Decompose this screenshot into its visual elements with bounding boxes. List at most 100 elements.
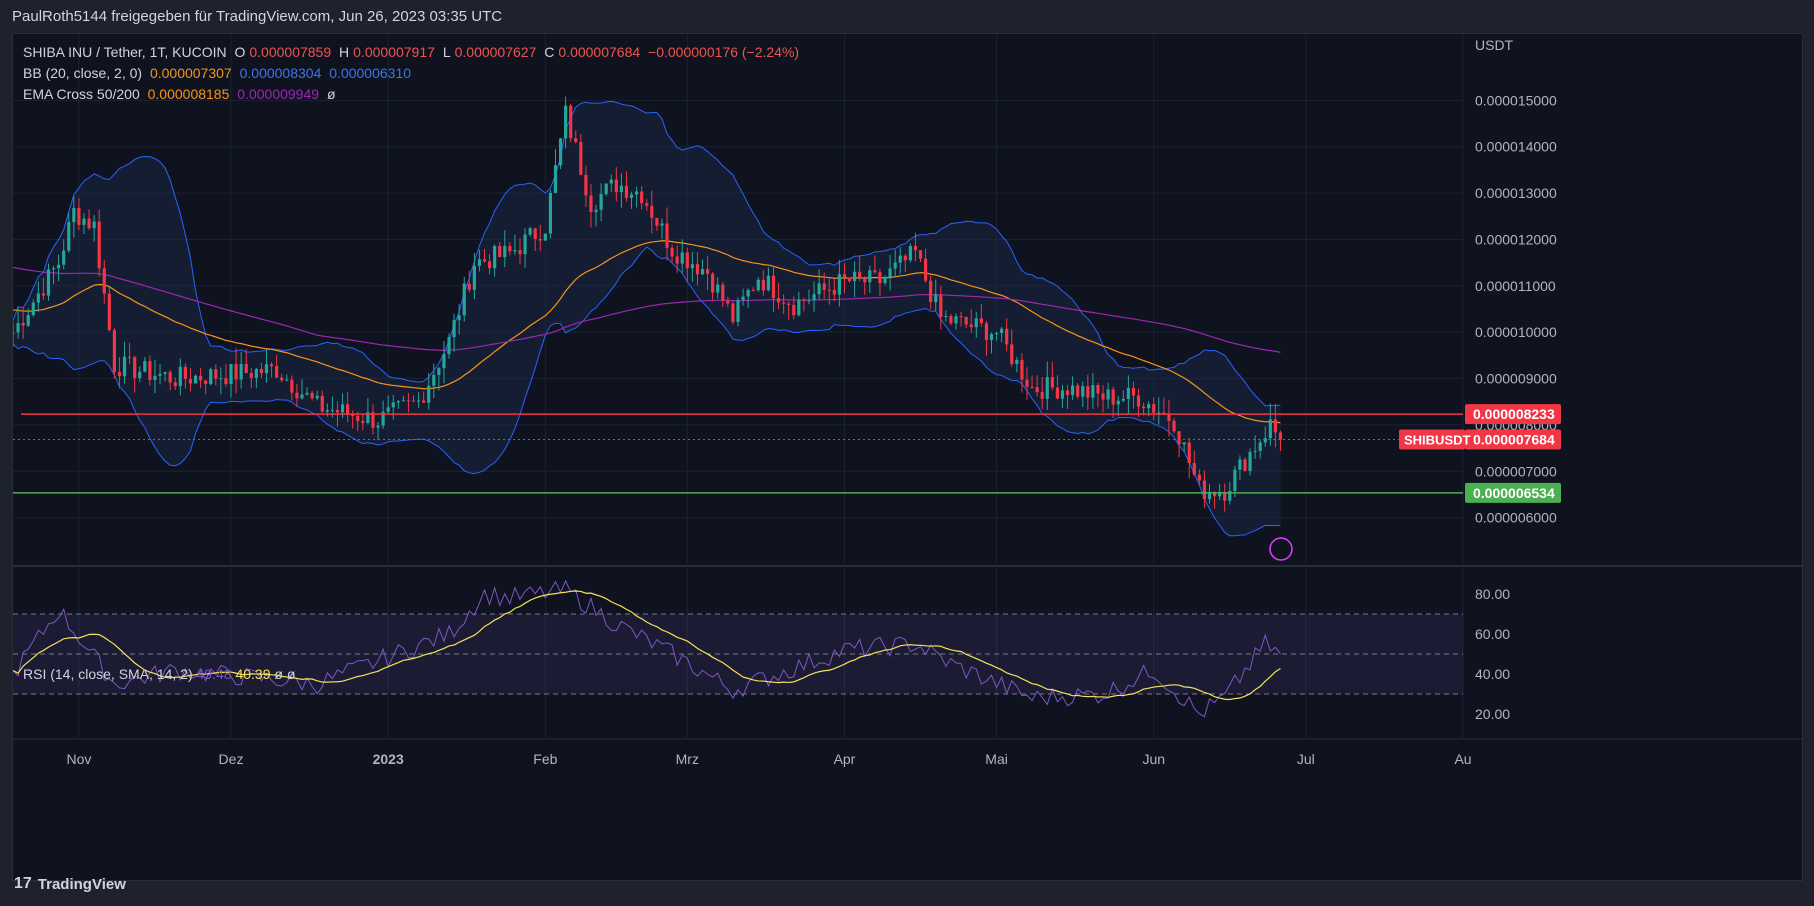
candle-body xyxy=(660,223,664,226)
candle-body xyxy=(853,271,857,282)
candle-body xyxy=(112,330,116,373)
legend-ema50: 0.000008185 xyxy=(147,86,230,102)
candle-body xyxy=(193,375,198,384)
candle-body xyxy=(873,270,877,273)
candle-body xyxy=(1111,389,1115,405)
candle-body xyxy=(107,293,111,331)
candle-body xyxy=(782,302,786,304)
chart-container[interactable]: 0.000015000 0.000014000 0.000013000 0.00001… xyxy=(12,33,1803,881)
candle-body xyxy=(254,368,258,378)
candle-body xyxy=(467,283,471,290)
candle-body xyxy=(584,174,588,196)
rsi-tick-label: 80.00 xyxy=(1475,586,1510,602)
candle-body xyxy=(832,289,836,295)
candle-body xyxy=(503,246,507,258)
candle-body xyxy=(690,264,694,269)
candle-body xyxy=(295,392,299,399)
candle-body xyxy=(599,194,603,210)
legend-symbol: SHIBA INU / Tether, 1T, KUCOIN xyxy=(23,44,227,60)
candle-body xyxy=(330,409,335,411)
candle-body xyxy=(62,250,66,265)
candle-body xyxy=(209,369,213,385)
candle-body xyxy=(264,364,269,374)
candle-body xyxy=(498,245,502,258)
candle-body xyxy=(1223,492,1227,501)
price-tick-label: 0.000006000 xyxy=(1475,510,1557,526)
candle-body xyxy=(1060,390,1065,399)
candle-body xyxy=(1147,404,1151,409)
candle-body xyxy=(680,252,684,264)
candle-body xyxy=(401,400,405,402)
candle-body xyxy=(1263,438,1267,443)
candle-body xyxy=(1238,459,1242,470)
candle-body xyxy=(579,141,583,175)
price-tick-label: 0.000007000 xyxy=(1475,463,1557,479)
bollinger-band-fill xyxy=(13,101,1281,536)
candle-body xyxy=(609,179,613,184)
candle-body xyxy=(219,378,223,380)
symbol-tag: SHIBUSDT xyxy=(1404,433,1471,448)
candle-body xyxy=(726,300,730,304)
support-tag: 0.000006534 xyxy=(1473,485,1555,501)
candle-body xyxy=(650,205,654,218)
candle-body xyxy=(863,277,867,283)
candle-body xyxy=(1116,400,1120,405)
candle-body xyxy=(447,337,451,354)
candle-body xyxy=(381,411,385,426)
candle-body xyxy=(1121,399,1125,401)
tradingview-logo-icon: 17 xyxy=(14,875,32,892)
candle-body xyxy=(776,298,781,303)
candle-body xyxy=(148,361,152,380)
chart-canvas[interactable]: 0.000015000 0.000014000 0.000013000 0.00001… xyxy=(13,34,1802,880)
legend-rsi-label: RSI (14, close, SMA, 14, 2) xyxy=(23,666,193,682)
support-tag-bg xyxy=(1465,482,1561,503)
candle-body xyxy=(335,409,340,413)
candle-body xyxy=(878,272,882,284)
candle-body xyxy=(21,323,25,326)
candle-body xyxy=(827,289,831,291)
legend-ema200: 0.000009949 xyxy=(237,86,320,102)
candle-body xyxy=(275,366,279,378)
candle-body xyxy=(87,218,91,229)
candle-body xyxy=(1010,344,1014,365)
candle-body xyxy=(1187,442,1191,464)
candle-body xyxy=(163,372,167,374)
price-tick-label: 0.000015000 xyxy=(1475,92,1557,108)
candle-body xyxy=(979,318,983,324)
candle-body xyxy=(371,412,375,428)
candle-body xyxy=(1278,432,1283,440)
candle-body xyxy=(1233,469,1237,492)
candle-body xyxy=(695,264,700,275)
currency-label: USDT xyxy=(1475,37,1514,53)
candle-body xyxy=(508,246,512,252)
candle-body xyxy=(1157,412,1161,414)
candle-body xyxy=(797,299,801,316)
candle-body xyxy=(366,412,370,423)
candle-body xyxy=(817,283,821,295)
candle-body xyxy=(356,415,360,422)
price-tick-label: 0.000012000 xyxy=(1475,231,1557,247)
time-tick-label: Mrz xyxy=(676,751,699,767)
candle-body xyxy=(1136,395,1141,407)
candle-body xyxy=(908,245,912,261)
candle-body xyxy=(300,394,304,399)
legend-ema-extra: ø xyxy=(326,86,336,102)
candle-body xyxy=(325,410,329,412)
candle-body xyxy=(721,284,725,301)
symbol-tag-bg xyxy=(1399,429,1465,450)
candle-body xyxy=(183,366,187,379)
candle-body xyxy=(868,270,872,283)
candle-body xyxy=(82,218,86,225)
candle-body xyxy=(122,356,127,377)
candle-body xyxy=(655,217,659,226)
time-tick-label: 2023 xyxy=(373,751,404,767)
candle-body xyxy=(422,400,426,403)
rsi-tick-label: 40.00 xyxy=(1475,666,1510,682)
candle-body xyxy=(168,372,172,383)
candle-body xyxy=(614,179,618,193)
candle-body xyxy=(249,373,253,378)
candle-body xyxy=(807,300,811,302)
branding: 17 TradingView xyxy=(14,875,126,893)
candle-body xyxy=(1020,359,1024,380)
candle-body xyxy=(736,299,740,323)
